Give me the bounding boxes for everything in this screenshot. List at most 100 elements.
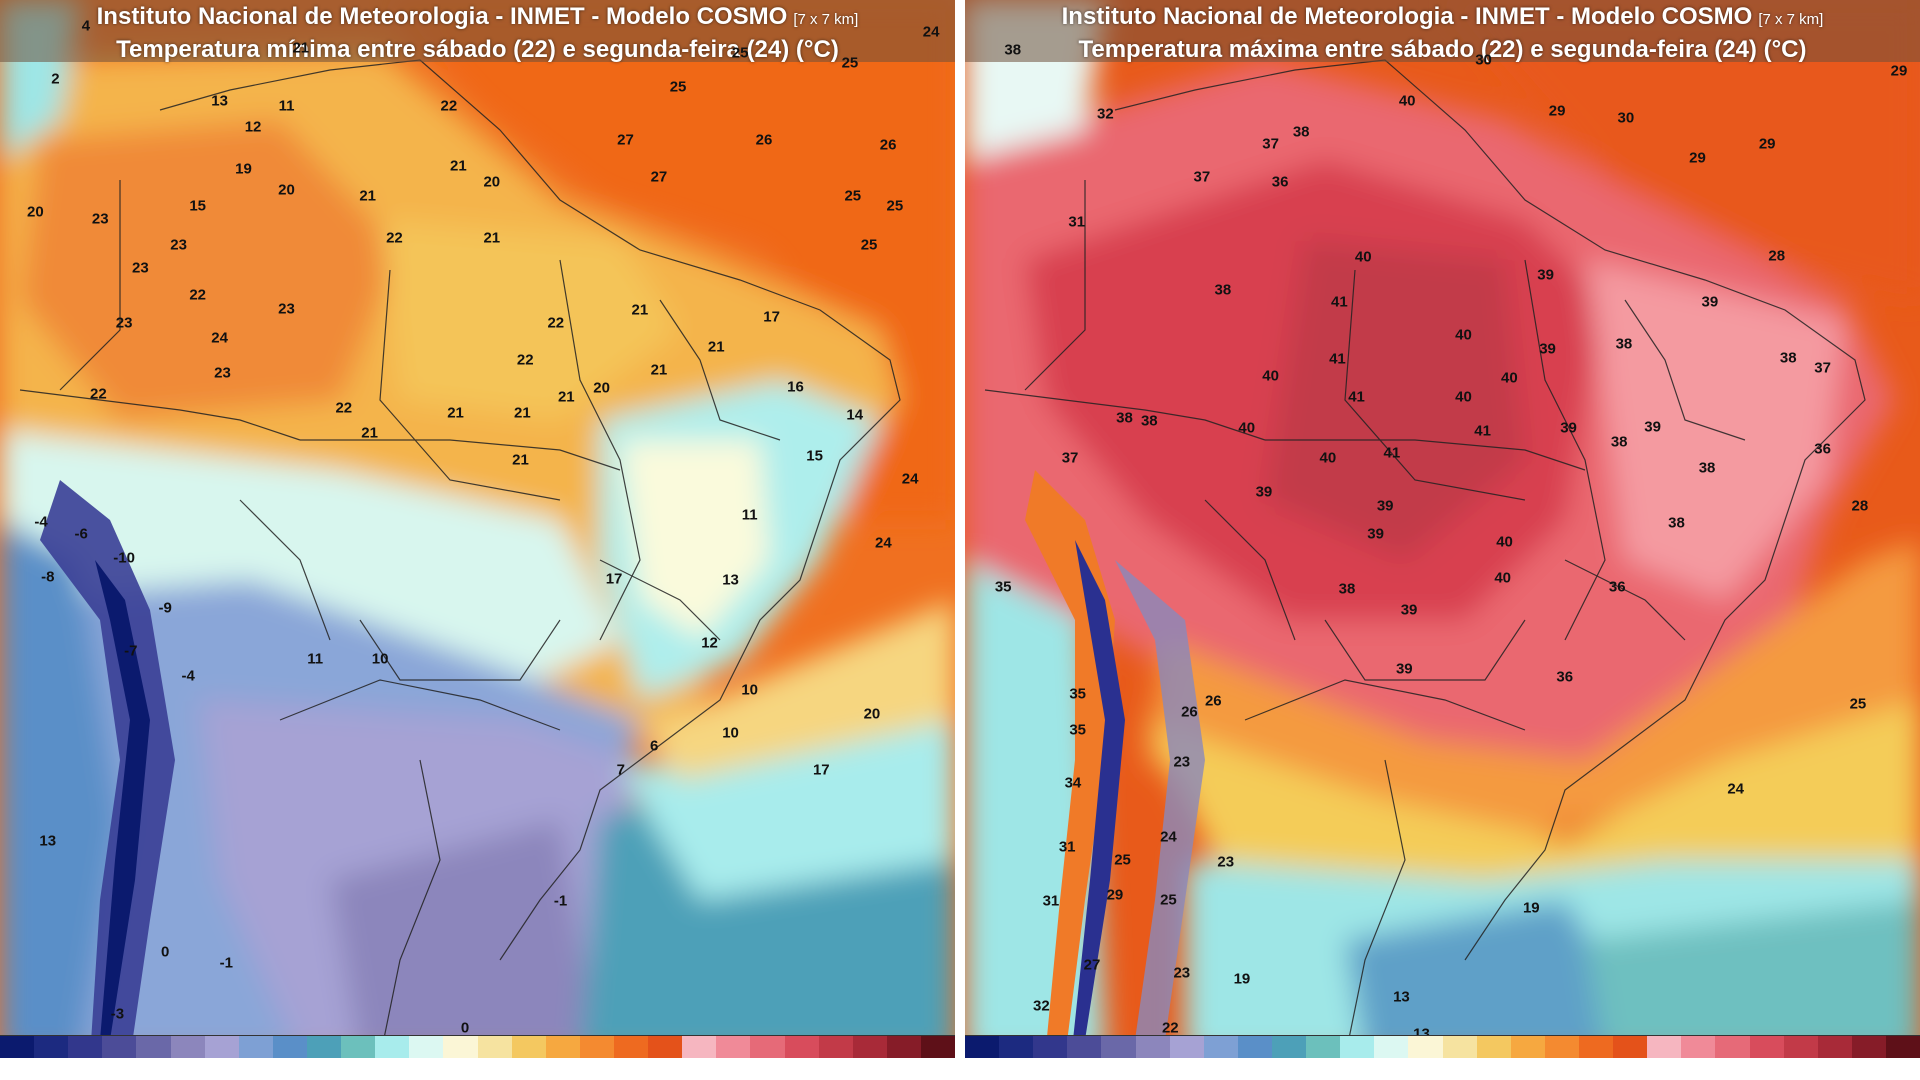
min-temp-label: 26 bbox=[879, 136, 897, 154]
min-temp-label: 25 bbox=[731, 44, 749, 62]
min-colorbar-swatch bbox=[238, 1036, 273, 1058]
min-title-text: Instituto Nacional de Meteorologia - INM… bbox=[96, 3, 788, 30]
min-temp-label: 22 bbox=[90, 385, 107, 403]
max-temp-label: 39 bbox=[1644, 418, 1661, 436]
min-temp-map bbox=[0, 0, 955, 1058]
min-title-line2: Temperatura mínima entre sábado (22) e s… bbox=[116, 36, 839, 63]
max-temp-label: 22 bbox=[1161, 1019, 1179, 1037]
min-title-bar: Instituto Nacional de Meteorologia - INM… bbox=[0, 0, 955, 63]
min-temp-label: 15 bbox=[806, 447, 823, 465]
min-temp-label: 16 bbox=[787, 378, 804, 396]
min-temp-label: 25 bbox=[886, 197, 904, 215]
max-temp-label: 39 bbox=[1400, 601, 1418, 619]
min-temp-label: 7 bbox=[616, 761, 625, 779]
min-temp-label: -1 bbox=[553, 892, 568, 910]
max-temp-label: 30 bbox=[1617, 109, 1635, 127]
max-temp-label: 24 bbox=[1727, 780, 1745, 798]
min-temp-label: -6 bbox=[74, 525, 88, 543]
min-temp-label: 23 bbox=[91, 210, 109, 228]
min-temp-label: 17 bbox=[763, 308, 780, 326]
max-temp-label: 31 bbox=[1042, 892, 1060, 910]
max-colorbar-swatch bbox=[1135, 1036, 1170, 1058]
max-temp-label: 41 bbox=[1474, 422, 1491, 440]
max-temp-label: 36 bbox=[1608, 578, 1626, 596]
min-temp-label: 12 bbox=[244, 118, 262, 136]
max-title-bar: Instituto Nacional de Meteorologia - INM… bbox=[965, 0, 1920, 63]
min-colorbar-swatch bbox=[306, 1036, 342, 1058]
max-temp-label: 29 bbox=[1689, 149, 1706, 167]
max-colorbar-swatch bbox=[1749, 1036, 1784, 1058]
min-temp-label: -8 bbox=[41, 568, 55, 586]
min-temp-label: -4 bbox=[181, 667, 195, 685]
min-temp-label: 17 bbox=[605, 570, 623, 588]
min-temp-label: 20 bbox=[278, 181, 295, 199]
max-temp-label: 39 bbox=[1255, 483, 1273, 501]
min-temp-label: 13 bbox=[722, 571, 739, 589]
max-colorbar-swatch bbox=[1885, 1036, 1920, 1058]
max-colorbar-swatch bbox=[1681, 1036, 1716, 1058]
max-temp-label: 27 bbox=[1083, 956, 1101, 974]
max-temp-label: 35 bbox=[1069, 685, 1087, 703]
max-title-line2: Temperatura máxima entre sábado (22) e s… bbox=[1078, 36, 1807, 63]
min-colorbar-swatch bbox=[272, 1036, 307, 1058]
max-temp-label: 24 bbox=[1160, 828, 1177, 846]
max-colorbar-swatch bbox=[1340, 1036, 1375, 1058]
min-temp-label: 21 bbox=[447, 404, 464, 422]
min-colorbar-swatch bbox=[648, 1036, 683, 1058]
max-colorbar-swatch bbox=[1647, 1036, 1682, 1058]
max-title-line1: Instituto Nacional de Meteorologia - INM… bbox=[965, 1, 1920, 35]
max-colorbar-swatch bbox=[1510, 1036, 1545, 1058]
min-temp-label: -3 bbox=[110, 1005, 125, 1023]
max-colorbar-swatch bbox=[1544, 1036, 1579, 1058]
min-temp-label: 22 bbox=[189, 286, 207, 304]
max-temp-label: 38 bbox=[1779, 349, 1797, 367]
min-temp-label: 25 bbox=[860, 236, 878, 254]
min-resolution: [7 x 7 km] bbox=[793, 11, 859, 28]
min-temp-label: 25 bbox=[844, 187, 862, 205]
max-temp-label: 39 bbox=[1539, 340, 1556, 358]
max-temp-label: 39 bbox=[1395, 660, 1413, 678]
min-temp-label: 11 bbox=[278, 97, 295, 115]
max-temp-label: 40 bbox=[1354, 248, 1372, 266]
max-temp-label: 29 bbox=[1106, 886, 1124, 904]
min-temp-label: 21 bbox=[359, 187, 377, 205]
max-temp-label: 19 bbox=[1522, 899, 1540, 917]
max-colorbar-swatch bbox=[1783, 1036, 1818, 1058]
max-temp-label: 13 bbox=[1393, 988, 1410, 1006]
max-colorbar-swatch bbox=[1033, 1036, 1068, 1058]
max-temp-label: 35 bbox=[994, 578, 1012, 596]
min-temp-label: 23 bbox=[278, 300, 295, 318]
max-temp-label: 38 bbox=[1615, 335, 1633, 353]
min-colorbar-swatch bbox=[920, 1036, 955, 1058]
min-temp-label: 21 bbox=[631, 301, 649, 319]
max-temp-label: 23 bbox=[1173, 964, 1191, 982]
min-temp-label: 4 bbox=[81, 17, 91, 35]
max-temp-label: 40 bbox=[1319, 449, 1337, 467]
min-colorbar-swatch bbox=[579, 1036, 614, 1058]
max-temp-label: 26 bbox=[1181, 703, 1198, 721]
max-colorbar-swatch bbox=[1374, 1036, 1409, 1058]
min-temp-label: 23 bbox=[170, 236, 187, 254]
max-colorbar-swatch bbox=[999, 1036, 1034, 1058]
min-temp-label: 12 bbox=[701, 634, 718, 652]
max-colorbar-swatch bbox=[1613, 1036, 1648, 1058]
min-temp-label: 21 bbox=[557, 388, 575, 406]
min-colorbar bbox=[0, 1035, 955, 1058]
min-temp-label: 22 bbox=[516, 351, 534, 369]
max-temp-label: 23 bbox=[1217, 853, 1235, 871]
min-temp-label: 21 bbox=[292, 39, 310, 57]
min-temp-label: 21 bbox=[514, 404, 531, 422]
max-temp-label: 40 bbox=[1455, 388, 1472, 406]
min-temp-label: 13 bbox=[39, 832, 57, 850]
min-temp-label: 11 bbox=[741, 506, 758, 524]
min-colorbar-swatch bbox=[545, 1036, 580, 1058]
min-temp-label: 0 bbox=[161, 943, 170, 961]
min-temp-label: 21 bbox=[483, 229, 501, 247]
min-temp-label: 24 bbox=[875, 534, 892, 552]
min-temp-label: 2 bbox=[51, 70, 60, 88]
min-temp-label: 23 bbox=[132, 259, 149, 277]
max-title-text: Instituto Nacional de Meteorologia - INM… bbox=[1061, 3, 1753, 30]
max-temp-label: 40 bbox=[1494, 569, 1511, 587]
max-temp-label: 25 bbox=[1114, 851, 1131, 869]
max-temp-label: 39 bbox=[1367, 525, 1384, 543]
